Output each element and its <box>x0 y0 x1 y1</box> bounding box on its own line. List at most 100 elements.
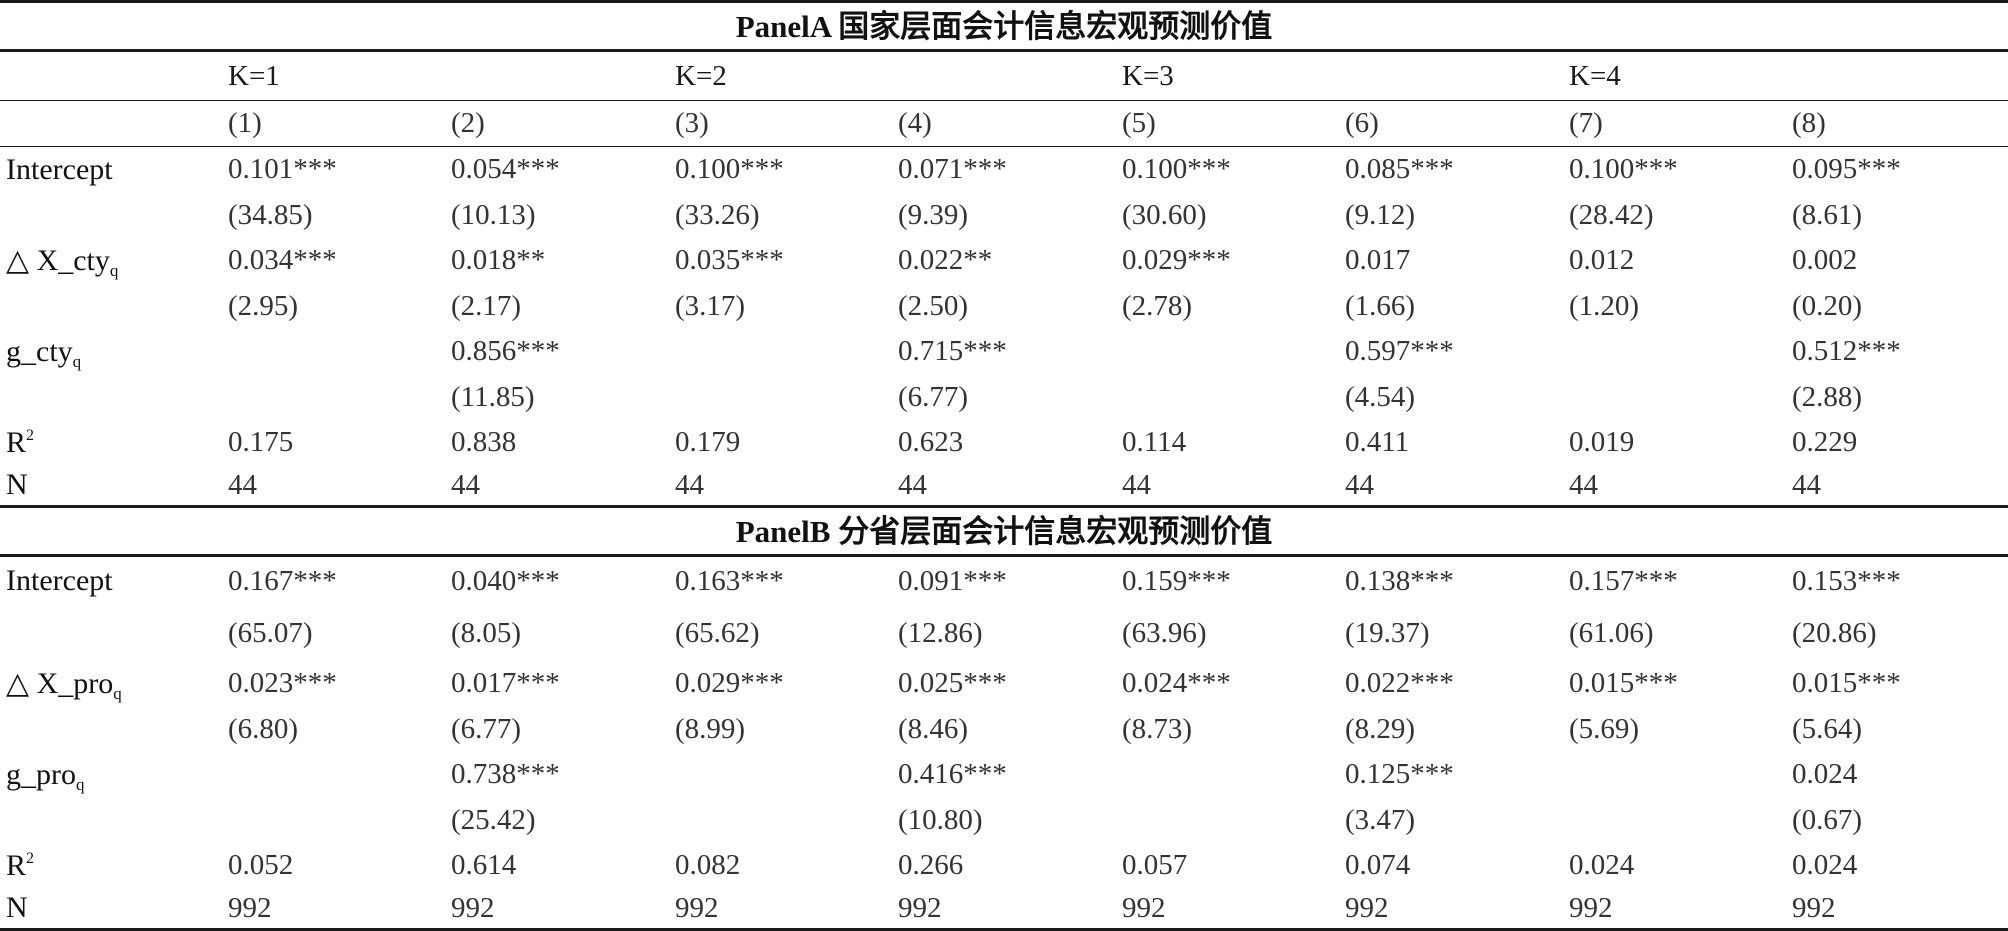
panel-b-body: Intercept 0.167*** 0.040*** 0.163*** 0.091**… <box>0 556 2008 931</box>
column-number-spacer <box>0 100 222 147</box>
table-row: △ X_ctyq 0.034*** 0.018** 0.035*** 0.022** 0.… <box>0 238 2008 283</box>
table-cell <box>1563 329 1786 374</box>
table-cell: 0.512*** <box>1792 335 1901 367</box>
table-cell: 992 <box>892 888 1116 931</box>
table-cell: (5.69) <box>1569 712 1640 745</box>
table-cell: (6.77) <box>898 380 969 413</box>
panel-b-title-row: PanelB 分省层面会计信息宏观预测价值 <box>0 505 2008 557</box>
table-cell <box>1563 797 1786 843</box>
column-number: (2) <box>445 100 669 147</box>
table-cell: 0.025*** <box>898 667 1007 699</box>
table-cell <box>1563 752 1786 797</box>
table-cell: (5.64) <box>1792 712 1863 745</box>
row-label: Intercept <box>0 556 222 606</box>
table-cell: (3.47) <box>1345 803 1416 836</box>
table-cell: 0.163*** <box>675 564 784 597</box>
table-cell: (11.85) <box>451 380 535 413</box>
table-cell: (2.78) <box>1122 289 1193 322</box>
table-cell: 0.052 <box>228 849 294 881</box>
table-row: Intercept 0.101*** 0.054*** 0.100*** 0.071**… <box>0 147 2008 193</box>
row-label: g_ctyq <box>0 329 222 374</box>
table-row: R2 0.175 0.838 0.179 0.623 0.114 0.411 0.019 0.2… <box>0 420 2008 465</box>
table-row: △ X_proq 0.023*** 0.017*** 0.029*** 0.025***… <box>0 661 2008 706</box>
t-stat-row: (25.42) (10.80) (3.47) (0.67) <box>0 797 2008 843</box>
table-cell: (8.29) <box>1345 712 1416 745</box>
table-cell <box>669 797 892 843</box>
table-cell: (34.85) <box>228 198 313 231</box>
row-label <box>0 797 222 843</box>
row-label: △ X_ctyq <box>0 238 222 283</box>
row-label: N <box>0 888 222 931</box>
table-cell <box>669 374 892 420</box>
row-label-subscript: q <box>113 683 122 703</box>
table-cell: (8.46) <box>898 712 969 745</box>
table-cell: 0.015*** <box>1569 667 1678 699</box>
table-cell <box>222 797 445 843</box>
table-cell: (10.13) <box>451 198 536 231</box>
row-label: R2 <box>0 420 222 465</box>
table-cell: (63.96) <box>1122 616 1207 649</box>
row-label-superscript: 2 <box>26 426 35 444</box>
table-cell <box>1116 374 1339 420</box>
table-cell <box>669 329 892 374</box>
table-cell: 992 <box>222 888 445 931</box>
table-cell: 0.017 <box>1345 244 1411 276</box>
row-label: R2 <box>0 843 222 888</box>
k-header-row: K=1 K=2 K=3 K=4 <box>0 50 2008 101</box>
table-cell <box>1116 752 1339 797</box>
table-cell: (2.17) <box>451 289 522 322</box>
row-label-superscript: 2 <box>26 849 35 867</box>
table-cell: 44 <box>451 468 480 501</box>
table-cell: 0.114 <box>1122 426 1187 458</box>
column-number: (5) <box>1116 100 1339 147</box>
table-cell: 44 <box>1345 468 1374 501</box>
table-cell: 0.266 <box>898 849 964 881</box>
table-cell: 0.023*** <box>228 667 337 699</box>
table-cell: 992 <box>1339 888 1563 931</box>
table-cell: 0.167*** <box>228 564 337 597</box>
table-cell: 0.012 <box>1569 244 1635 276</box>
k-header-1: K=1 <box>222 50 669 101</box>
table-cell: 0.597*** <box>1345 335 1454 367</box>
row-label-text: N <box>6 891 28 924</box>
table-cell: 0.416*** <box>898 758 1007 790</box>
table-cell: 0.002 <box>1792 244 1858 276</box>
table-cell: 0.035*** <box>675 244 784 276</box>
k-header-4: K=4 <box>1563 50 2008 101</box>
table-cell: (6.77) <box>451 712 522 745</box>
row-label-text: Intercept <box>6 152 113 186</box>
table-cell: 0.054*** <box>451 153 560 185</box>
row-label-text: Intercept <box>6 564 113 597</box>
row-label <box>0 706 222 752</box>
row-label <box>0 605 222 661</box>
table-cell: 0.411 <box>1345 426 1410 458</box>
panel-a-title-row: PanelA 国家层面会计信息宏观预测价值 <box>0 0 2008 52</box>
table-cell: (9.39) <box>898 198 969 231</box>
table-cell: (8.05) <box>451 616 522 649</box>
k-header-2: K=2 <box>669 50 1116 101</box>
k-header-3: K=3 <box>1116 50 1563 101</box>
table-cell: (20.86) <box>1792 616 1877 649</box>
table-cell: (65.62) <box>675 616 760 649</box>
table-cell <box>222 752 445 797</box>
table-cell: 0.229 <box>1792 426 1858 458</box>
table-cell: (9.12) <box>1345 198 1416 231</box>
table-cell: 0.015*** <box>1792 667 1901 699</box>
table-cell: 0.019 <box>1569 426 1635 458</box>
table-cell: (8.61) <box>1792 198 1863 231</box>
table-cell: (1.66) <box>1345 289 1416 322</box>
t-stat-row: (2.95) (2.17) (3.17) (2.50) (2.78) (1.66) (1.2… <box>0 283 2008 329</box>
table-cell: (0.20) <box>1792 289 1863 322</box>
table-cell: 0.091*** <box>898 564 1007 597</box>
table-cell: 0.017*** <box>451 667 560 699</box>
table-cell: 0.715*** <box>898 335 1007 367</box>
row-label <box>0 374 222 420</box>
table-cell: 992 <box>1116 888 1339 931</box>
table-cell: 44 <box>1122 468 1151 501</box>
table-cell <box>222 329 445 374</box>
table-cell: 992 <box>1563 888 1786 931</box>
table-cell: (33.26) <box>675 198 760 231</box>
table-cell: 0.024 <box>1792 849 1858 881</box>
table-cell: (1.20) <box>1569 289 1640 322</box>
